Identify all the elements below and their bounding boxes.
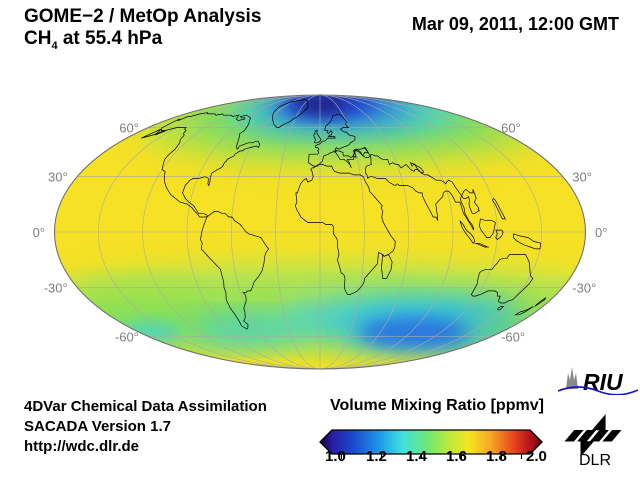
svg-text:30°: 30° xyxy=(572,170,592,185)
svg-text:0°: 0° xyxy=(595,225,607,240)
svg-text:DLR: DLR xyxy=(579,452,611,469)
svg-text:RIU: RIU xyxy=(583,369,624,395)
svg-text:30°: 30° xyxy=(48,170,68,185)
svg-text:-30°: -30° xyxy=(44,280,68,295)
svg-text:60°: 60° xyxy=(501,121,521,136)
svg-text:-60°: -60° xyxy=(115,329,139,344)
svg-text:-30°: -30° xyxy=(572,280,596,295)
svg-text:-60°: -60° xyxy=(501,329,525,344)
svg-text:0°: 0° xyxy=(33,225,45,240)
svg-text:60°: 60° xyxy=(119,121,139,136)
